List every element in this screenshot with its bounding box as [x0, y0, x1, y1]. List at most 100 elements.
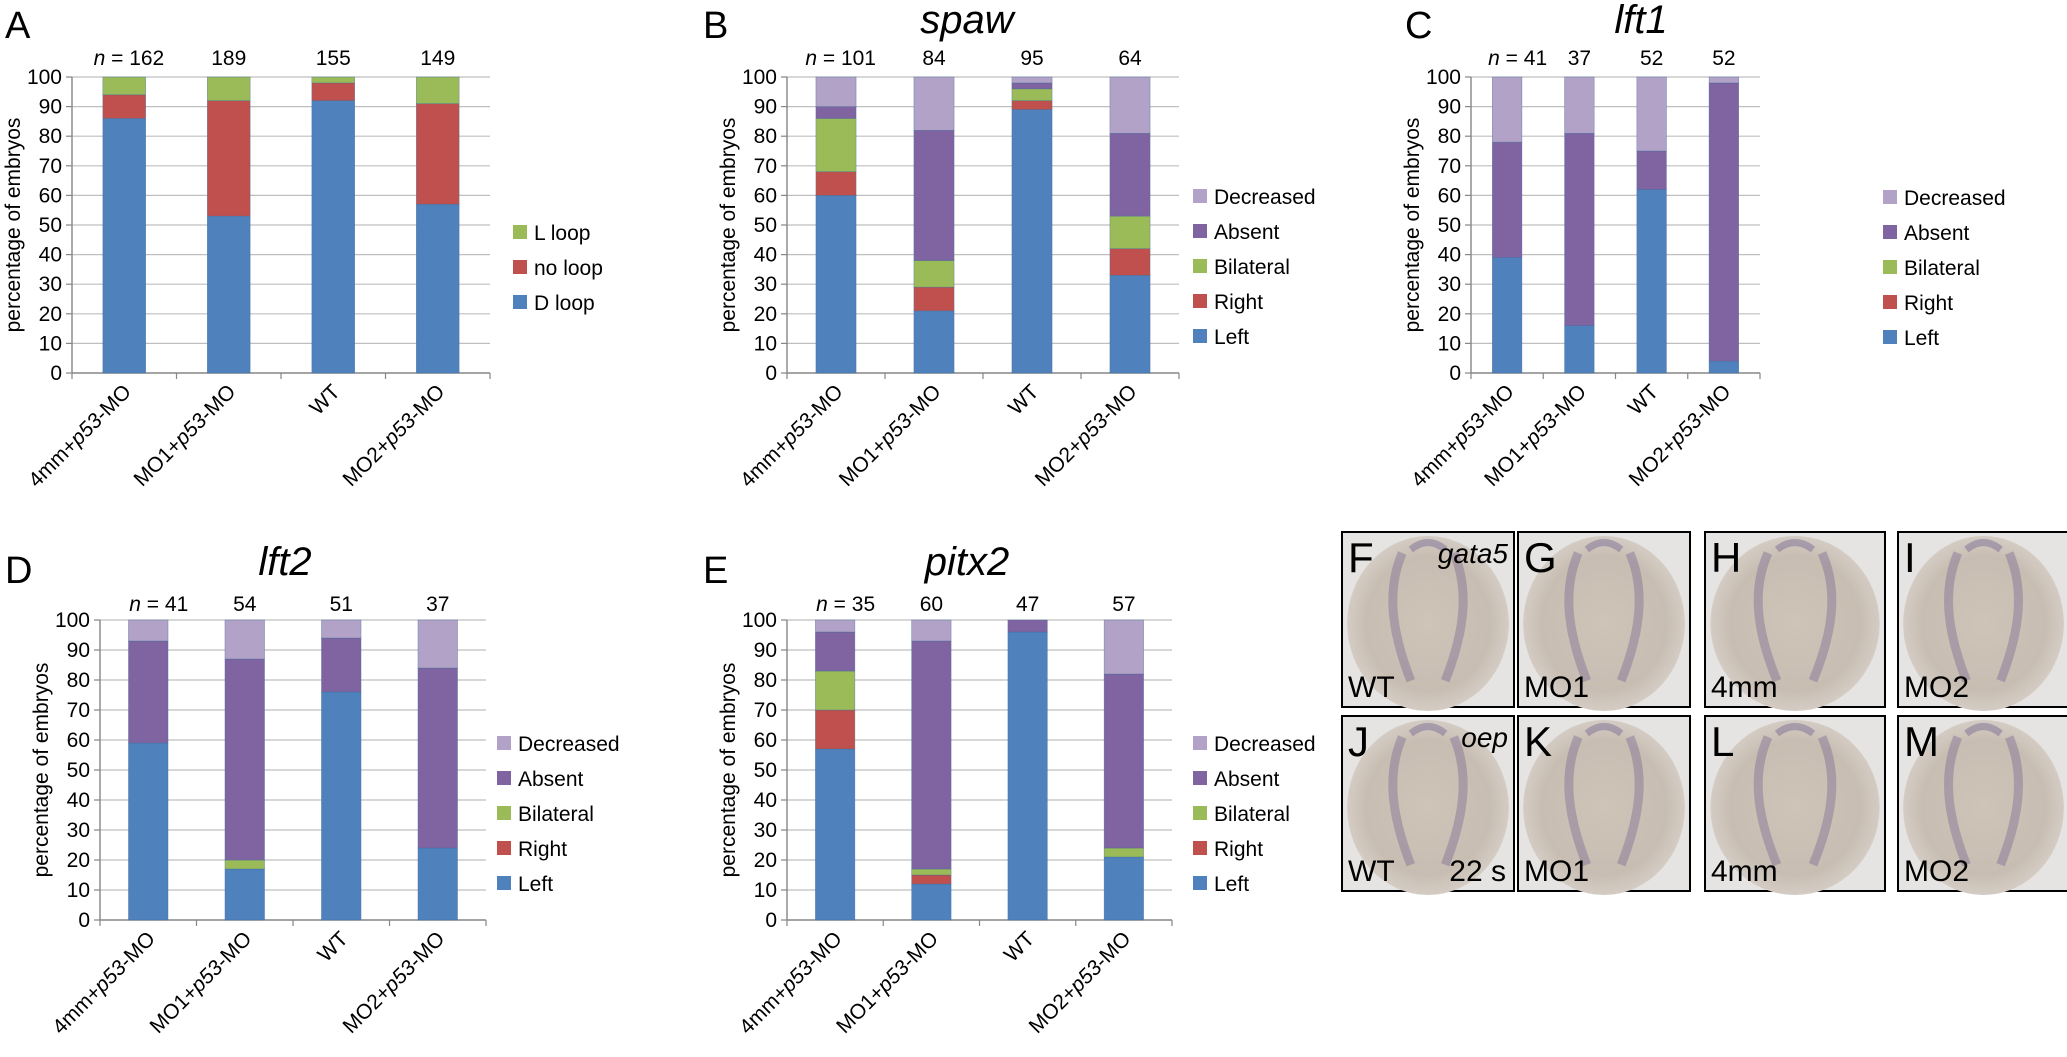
y-tick-label: 60 [39, 184, 62, 207]
stain-band [1964, 723, 2003, 737]
stain-band [1964, 539, 2003, 553]
y-tick-label: 60 [754, 184, 777, 207]
bar-segment-decreased [1109, 76, 1151, 134]
n-symbol: n [805, 47, 817, 70]
photo-panel-J: J WT oep 22 s [1341, 715, 1515, 895]
y-tick-label: 90 [39, 96, 62, 119]
legend-swatch [1193, 224, 1207, 238]
n-count-label: 60 [920, 593, 943, 616]
photo-panel-L: L 4mm [1704, 715, 1886, 895]
stain-band [1408, 723, 1448, 737]
photo-gene-label: oep [1461, 722, 1508, 753]
legend-swatch [513, 225, 527, 239]
photo-letter: L [1711, 718, 1734, 765]
y-tick-label: 80 [39, 125, 62, 148]
legend-swatch [1193, 259, 1207, 273]
y-tick-label: 50 [1438, 214, 1461, 237]
category-label: MO2+p53-MO [339, 927, 450, 1038]
bar-segment-decreased [1564, 76, 1595, 134]
bar-segment-d-loop [207, 215, 251, 374]
bar-segment-decreased [417, 619, 458, 669]
bar-segment-decreased [911, 619, 952, 642]
category-label: 4mm+p53-MO [736, 380, 848, 492]
y-axis-label: percentage of embryos [717, 663, 740, 878]
legend-label: Right [1214, 291, 1263, 314]
y-tick-label: 30 [39, 273, 62, 296]
stain-band [1944, 551, 1971, 683]
category-label: 4mm+p53-MO [735, 927, 847, 1039]
stain-band [1441, 735, 1468, 867]
y-tick-label: 80 [754, 125, 777, 148]
legend-label: Left [1904, 327, 1939, 350]
y-tick-label: 90 [754, 96, 777, 119]
n-count-label: 52 [1640, 47, 1663, 70]
legend-label: Left [518, 873, 553, 896]
y-tick-label: 60 [754, 729, 777, 752]
bar-segment-decreased [1011, 76, 1053, 84]
embryo-image [1710, 536, 1880, 711]
photo-panel-I: I MO2 [1897, 531, 2067, 711]
stain-band [1753, 551, 1782, 683]
n-count-label: 95 [1020, 47, 1043, 70]
n-count-label: 37 [426, 593, 449, 616]
embryo-image [1710, 720, 1880, 895]
chart-panel-A: A 0 10 20 30 40 50 60 70 80 90 100 percentage of emb… [2, 5, 603, 492]
y-tick-label: 80 [754, 669, 777, 692]
y-tick-label: 80 [1438, 125, 1461, 148]
legend-label: Right [1904, 292, 1953, 315]
bar-segment-absent [321, 637, 362, 693]
bar-segment-left [1103, 856, 1144, 921]
photo-label: WT [1348, 671, 1395, 704]
stain-band [1408, 539, 1448, 553]
category-label: 4mm+p53-MO [24, 380, 136, 492]
bar-segment-absent [1564, 132, 1595, 326]
y-tick-label: 20 [67, 849, 90, 872]
y-tick-label: 50 [754, 214, 777, 237]
category-label: WT [1624, 380, 1663, 419]
bar-segment-left [224, 868, 265, 921]
bar-segment-d-loop [311, 100, 355, 374]
n-equals: = [817, 47, 841, 70]
bar-segment-left [815, 748, 856, 921]
legend-label: Decreased [1904, 187, 2006, 210]
n-value: 35 [852, 593, 875, 616]
photo-letter: I [1904, 534, 1916, 581]
legend-label: Decreased [1214, 733, 1316, 756]
y-tick-label: 30 [754, 819, 777, 842]
legend-label: Right [518, 838, 567, 861]
stain-band [1808, 551, 1837, 683]
y-axis-label: percentage of embryos [717, 118, 740, 333]
y-tick-label: 30 [754, 273, 777, 296]
legend-label: Bilateral [1904, 257, 1980, 280]
n-count-label: 149 [420, 47, 455, 70]
n-count-label: n = 101 [805, 47, 876, 70]
bar-segment-left [128, 742, 169, 921]
y-tick-label: 60 [1438, 184, 1461, 207]
chart-title: lft2 [258, 540, 311, 584]
bar-segment-decreased [815, 619, 856, 633]
bar-segment-absent [1708, 82, 1739, 362]
category-label: MO2+p53-MO [1025, 927, 1136, 1038]
photo-label: 4mm [1711, 671, 1778, 704]
bar-segment-absent [1007, 619, 1048, 633]
chart-title: lft1 [1614, 0, 1667, 42]
bar-segment-bilateral [815, 118, 857, 173]
n-count-label: 47 [1016, 593, 1039, 616]
n-symbol: n [816, 593, 828, 616]
n-count-label: 52 [1712, 47, 1735, 70]
y-tick-label: 10 [39, 332, 62, 355]
bar-segment-left [911, 883, 952, 921]
legend-label: Absent [1214, 221, 1280, 244]
bar-segment-absent [224, 658, 265, 861]
legend-label: L loop [534, 222, 590, 245]
bar-segment-right [913, 286, 955, 312]
category-label: MO1+p53-MO [146, 927, 257, 1038]
panel-letter: A [5, 5, 31, 47]
y-tick-label: 90 [1438, 96, 1461, 119]
bar-segment-absent [815, 106, 857, 119]
legend-swatch [497, 771, 511, 785]
